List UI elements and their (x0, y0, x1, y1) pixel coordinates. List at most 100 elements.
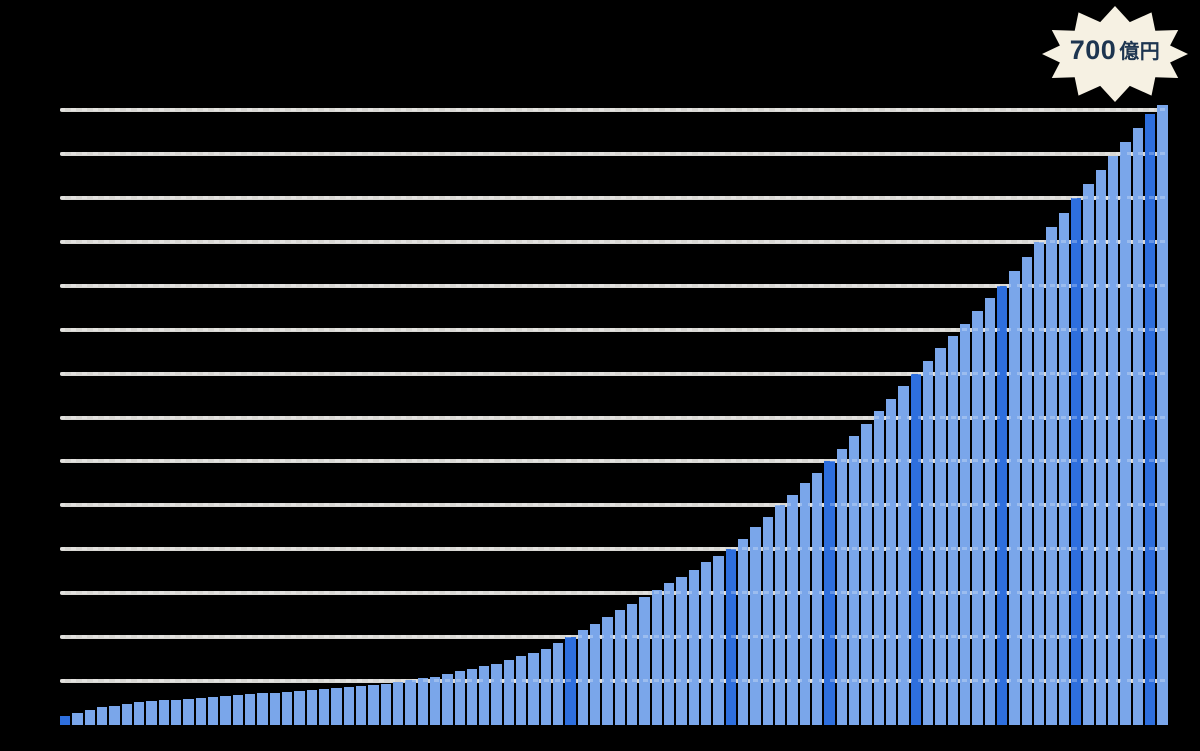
bar (984, 298, 995, 725)
milestone-bar (1070, 197, 1082, 725)
bar (96, 707, 108, 725)
bar (479, 666, 490, 725)
bar (1046, 226, 1057, 725)
bar (417, 678, 428, 725)
bar (232, 695, 243, 725)
bar (553, 643, 564, 725)
bar (281, 691, 293, 725)
bar (84, 710, 95, 725)
bar (1132, 127, 1143, 725)
gridline (60, 415, 1167, 420)
bar (454, 671, 465, 725)
gridline (60, 591, 1167, 596)
bar (491, 663, 502, 725)
gridline (60, 195, 1167, 200)
bar (368, 685, 379, 725)
bar (590, 623, 601, 725)
bar (701, 562, 712, 725)
gridline (60, 459, 1167, 464)
bar (306, 689, 317, 725)
gridline (60, 108, 1167, 112)
starburst-icon (1042, 6, 1188, 102)
gridline (60, 283, 1167, 288)
milestone-bar (725, 549, 737, 725)
bar (614, 609, 626, 725)
milestone-bar (910, 373, 921, 725)
bar (775, 505, 786, 725)
bar (762, 516, 774, 725)
bar (959, 323, 971, 725)
milestone-bar (824, 461, 835, 725)
bar (503, 660, 515, 725)
gridline (60, 635, 1167, 640)
bar (466, 668, 478, 725)
bar (380, 683, 391, 725)
bar (1107, 155, 1119, 725)
bar (676, 576, 687, 725)
bar (639, 596, 650, 725)
bar (935, 348, 946, 725)
bar (220, 696, 231, 725)
bar (664, 582, 675, 725)
badge-label: 700 億円 (1040, 4, 1190, 104)
bar (133, 702, 145, 725)
gridline (60, 371, 1167, 376)
bar (972, 311, 983, 725)
bar (836, 449, 847, 725)
bar (1157, 104, 1168, 725)
bar (355, 686, 367, 725)
bar (1083, 183, 1094, 725)
bar (207, 696, 219, 725)
bar (799, 483, 811, 725)
bar (1058, 212, 1069, 725)
milestone-bar (60, 716, 71, 725)
milestone-burst-badge: 700 億円 (1040, 4, 1190, 104)
gridline (60, 151, 1167, 156)
bar (898, 385, 909, 725)
bar (602, 616, 613, 725)
gridline (60, 239, 1167, 244)
bar (1120, 141, 1131, 725)
bar (528, 652, 539, 725)
bar (516, 656, 527, 725)
bar (873, 411, 884, 725)
bar (392, 681, 404, 725)
plot-area (60, 104, 1168, 725)
bar (1033, 241, 1045, 725)
bar (651, 589, 663, 725)
bar (158, 700, 169, 725)
bar (750, 527, 761, 725)
bar (849, 435, 860, 725)
bar (947, 335, 958, 725)
gridline (60, 547, 1167, 552)
bar (343, 687, 354, 725)
badge-amount-text: 700 (1069, 34, 1117, 65)
bar (540, 648, 552, 725)
bar (1021, 256, 1032, 725)
bar (318, 688, 330, 725)
bar (922, 361, 934, 725)
milestone-bar (996, 285, 1008, 725)
bar (713, 556, 724, 725)
bar (812, 472, 823, 725)
gridline (60, 327, 1167, 332)
badge-unit-text: 億円 (1119, 40, 1161, 63)
bar (269, 692, 280, 725)
bar (195, 697, 206, 725)
bar (787, 494, 798, 725)
bar (257, 693, 268, 725)
bar (688, 569, 700, 725)
bar (861, 423, 872, 725)
bar (577, 630, 589, 725)
milestone-bar (1144, 114, 1156, 725)
bar (183, 698, 194, 725)
bar (331, 688, 342, 725)
bar (429, 676, 441, 725)
bar (1095, 169, 1106, 725)
bar (1009, 270, 1020, 725)
bar (405, 680, 416, 725)
bar (294, 690, 305, 725)
bars-layer (60, 104, 1168, 725)
bar (109, 705, 120, 725)
